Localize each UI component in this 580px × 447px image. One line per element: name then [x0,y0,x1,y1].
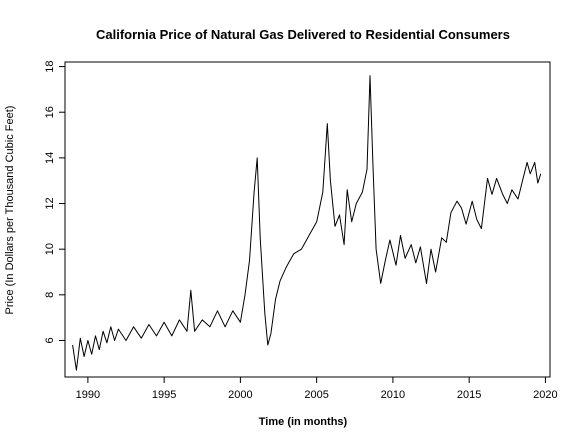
y-axis-label: Price (In Dollars per Thousand Cubic Fee… [4,106,16,315]
x-tick-label: 2020 [533,389,557,401]
x-tick-label: 1990 [76,389,100,401]
x-tick-label: 2015 [457,389,481,401]
x-tick-label: 2005 [304,389,328,401]
y-tick-label: 18 [44,60,56,72]
y-tick-label: 8 [44,292,56,298]
y-tick-label: 14 [44,152,56,164]
series-group [72,75,542,371]
chart-title: California Price of Natural Gas Delivere… [96,27,510,42]
series-line-0 [72,75,542,371]
x-tick-label: 2000 [228,389,252,401]
y-tick-label: 16 [44,106,56,118]
y-tick-label: 6 [44,337,56,343]
x-axis: 1990 1995 2000 2005 2010 2015 2020 [76,377,558,401]
x-tick-label: 2010 [381,389,405,401]
plot-frame [64,61,551,378]
x-axis-label: Time (in months) [259,416,348,428]
y-axis: 6 8 10 12 14 16 18 [44,60,65,344]
y-tick-label: 12 [44,197,56,209]
x-tick-label: 1995 [152,389,176,401]
y-tick-label: 10 [44,243,56,255]
